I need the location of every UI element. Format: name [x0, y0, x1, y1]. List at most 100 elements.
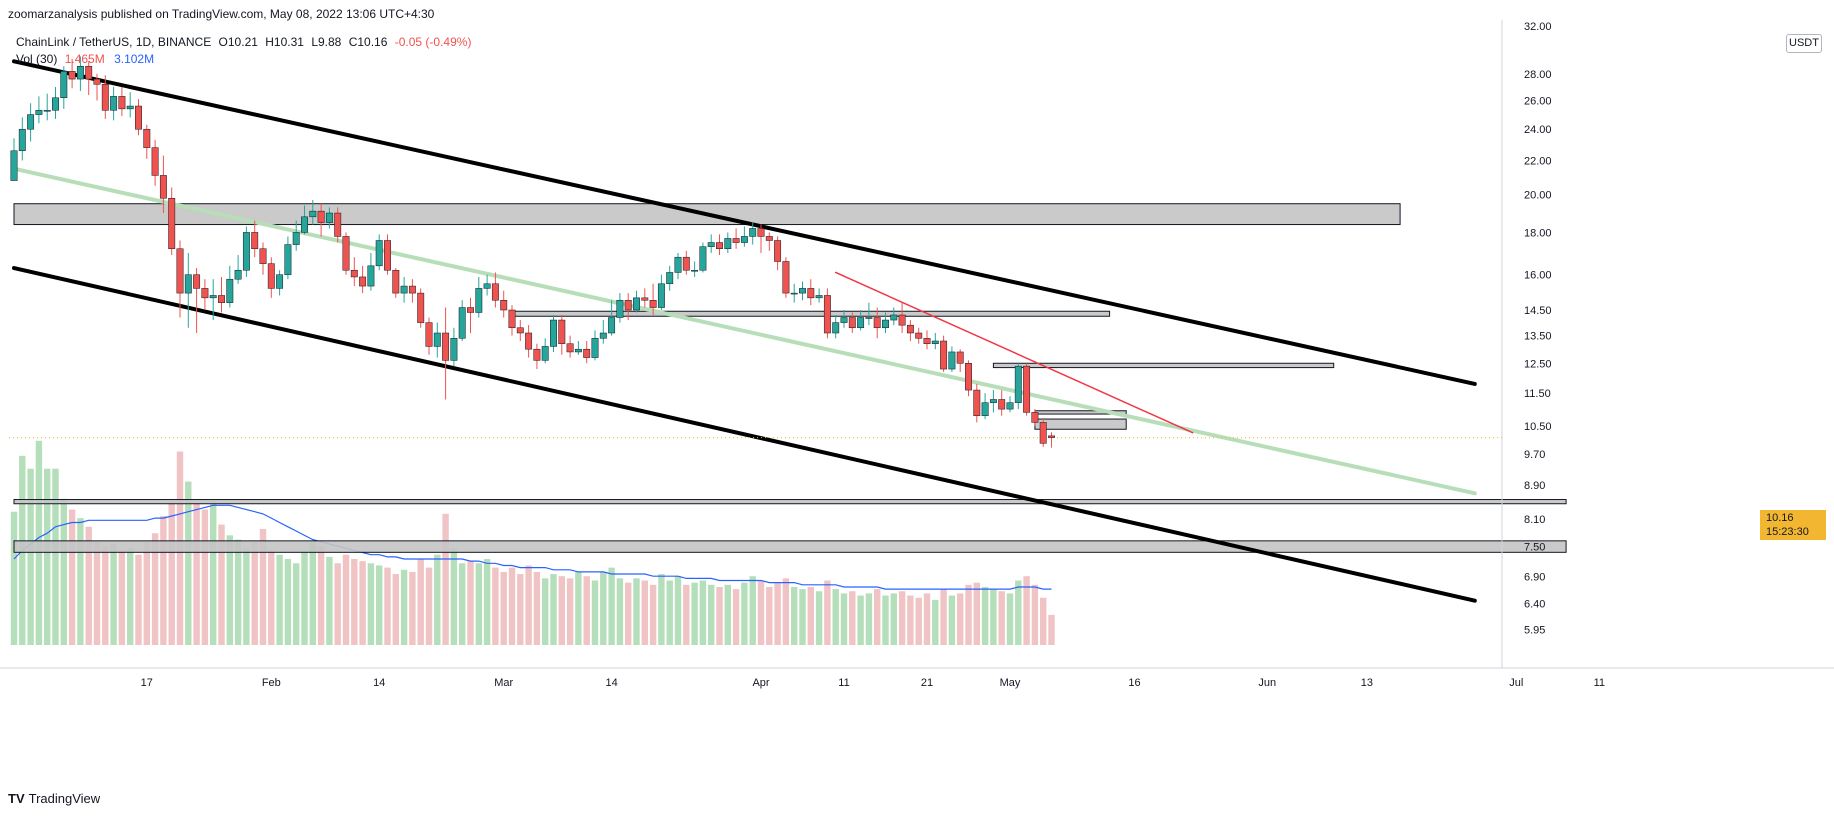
- y-tick-label: 5.95: [1524, 625, 1545, 637]
- sr-zone-rect[interactable]: [511, 310, 1111, 317]
- legend-ohlc: ChainLink / TetherUS, 1D, BINANCE O10.21…: [16, 35, 475, 49]
- symbol-name[interactable]: ChainLink / TetherUS, 1D, BINANCE: [16, 35, 212, 49]
- candle-body: [143, 128, 151, 148]
- candle-body: [408, 285, 416, 294]
- volume-bar: [450, 548, 458, 645]
- candle-body: [350, 269, 358, 278]
- y-tick-label: 16.00: [1524, 270, 1552, 282]
- volume-bar: [550, 574, 557, 645]
- x-tick-label: 11: [1594, 677, 1605, 689]
- candle-body: [799, 288, 806, 294]
- y-tick-label: 18.00: [1524, 227, 1552, 239]
- volume-bar: [68, 509, 76, 645]
- candle-body: [790, 292, 798, 295]
- channel-lower-line[interactable]: [12, 266, 1477, 603]
- candle-body: [309, 210, 317, 218]
- candle-body: [649, 299, 657, 308]
- volume-bar: [542, 578, 549, 645]
- volume-bar: [1031, 584, 1039, 645]
- candle-body: [284, 244, 292, 275]
- volume-bar: [832, 589, 839, 645]
- volume-bar: [483, 559, 491, 645]
- tradingview-logo-icon: TV: [8, 791, 25, 806]
- candle-body: [724, 238, 732, 249]
- y-tick-label: 26.00: [1524, 95, 1552, 107]
- volume-bar: [741, 582, 748, 645]
- volume-bar: [1048, 614, 1055, 645]
- sr-zone-rect[interactable]: [13, 540, 1567, 553]
- volume-bar: [766, 586, 773, 645]
- candle-body: [774, 240, 782, 262]
- candle-body: [359, 276, 367, 287]
- sr-zone-rect[interactable]: [992, 362, 1335, 369]
- volume-bar: [865, 593, 873, 645]
- volume-ma-value: 3.102M: [114, 52, 155, 66]
- volume-bar: [475, 563, 482, 645]
- volume-bar: [517, 574, 524, 645]
- volume-bar: [558, 576, 565, 645]
- volume-bar: [334, 563, 341, 645]
- candle-body: [417, 292, 425, 323]
- sr-zone-rect[interactable]: [13, 499, 1567, 505]
- currency-badge[interactable]: USDT: [1786, 34, 1822, 53]
- y-tick-label: 13.50: [1524, 331, 1552, 343]
- tradingview-brand[interactable]: TV TradingView: [8, 791, 100, 806]
- candle-body: [566, 343, 574, 353]
- volume-bar: [666, 580, 673, 645]
- channel-upper-line[interactable]: [12, 59, 1477, 386]
- volume-bar: [259, 528, 267, 645]
- candle-body: [923, 338, 931, 344]
- y-tick-label: 32.00: [1524, 21, 1552, 33]
- candle-body: [865, 317, 873, 319]
- volume-bar: [400, 569, 408, 645]
- published-caption: zoomarzanalysis published on TradingView…: [8, 7, 435, 21]
- candle-body: [259, 248, 267, 264]
- volume-bars: [10, 440, 1055, 645]
- axes: 32.00 28.00 26.00 24.00 22.00 20.00 18.00 16.00…: [0, 20, 1834, 689]
- candle-body: [433, 332, 441, 347]
- candle-body: [384, 240, 391, 271]
- volume-bar: [392, 574, 399, 645]
- channel-midline[interactable]: [12, 166, 1477, 496]
- red-trendline[interactable]: [834, 271, 1194, 434]
- volume-bar: [583, 576, 590, 645]
- volume-bar: [500, 571, 507, 645]
- candle-body: [940, 340, 948, 370]
- volume-bar: [284, 559, 292, 645]
- candle-body: [508, 309, 516, 329]
- volume-bar: [185, 481, 192, 645]
- volume-value: 1.465M: [64, 52, 105, 66]
- volume-bar: [981, 586, 989, 645]
- volume-bar: [857, 595, 864, 645]
- candle-body: [591, 338, 599, 358]
- volume-bar: [1006, 593, 1014, 645]
- candle-body: [757, 228, 765, 237]
- x-tick-label: 17: [141, 677, 153, 689]
- volume-bar: [840, 593, 848, 645]
- candle-body: [890, 314, 898, 321]
- volume-bar: [168, 500, 175, 645]
- candle-body: [209, 295, 217, 299]
- volume-bar: [998, 591, 1005, 645]
- candle-body: [342, 236, 350, 271]
- volume-bar: [774, 582, 781, 645]
- trend-lines[interactable]: [9, 59, 1502, 603]
- y-tick-label: 11.50: [1524, 388, 1551, 400]
- candle-body: [276, 274, 284, 289]
- volume-bar: [907, 595, 914, 645]
- candle-body: [782, 261, 790, 294]
- volume-bar: [384, 567, 391, 645]
- candle-body: [193, 274, 201, 289]
- volume-label[interactable]: Vol (30): [16, 52, 58, 66]
- volume-bar: [201, 509, 209, 645]
- x-tick-label: 16: [1128, 677, 1140, 689]
- candle-body: [458, 307, 466, 339]
- volume-bar: [807, 586, 814, 645]
- volume-bar: [674, 576, 682, 645]
- volume-bar: [442, 513, 449, 645]
- volume-bar: [367, 563, 375, 645]
- volume-bar: [724, 584, 731, 645]
- sr-zone-rect[interactable]: [1034, 418, 1127, 430]
